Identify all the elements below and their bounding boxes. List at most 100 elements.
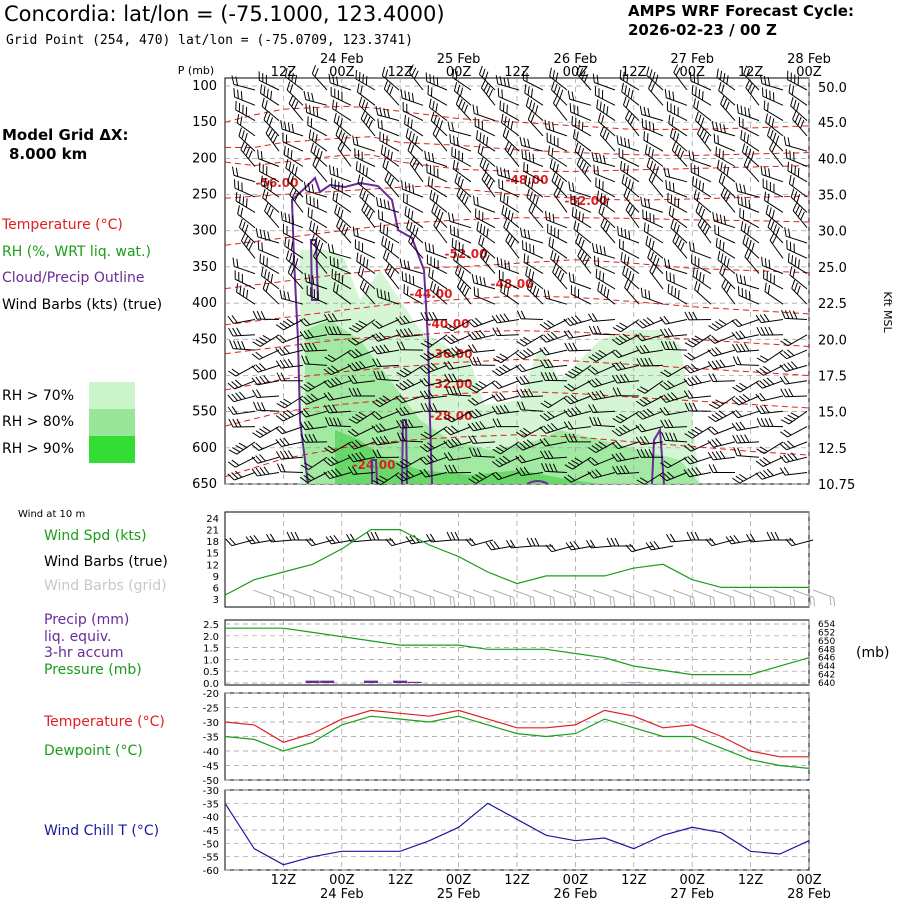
wind-barb-feather bbox=[667, 393, 674, 401]
wind-barb-feather bbox=[615, 440, 623, 448]
wind-barb-feather bbox=[552, 263, 557, 273]
wind-barb-feather bbox=[715, 347, 722, 355]
wind-barb-feather bbox=[317, 290, 319, 300]
wind-barb bbox=[468, 472, 496, 484]
wind-barb-feather bbox=[333, 257, 335, 267]
wind-barb-feather bbox=[381, 235, 384, 245]
wind-barb-feather bbox=[786, 240, 788, 250]
wind-barb bbox=[525, 266, 544, 290]
wind-barb-feather bbox=[665, 534, 672, 543]
wind-barb bbox=[300, 456, 328, 470]
wind-barb bbox=[539, 346, 568, 356]
wind-barb-feather bbox=[788, 388, 794, 397]
wind-barb-feather bbox=[444, 464, 450, 474]
wind-barb-feather bbox=[399, 394, 407, 402]
wind-barb-feather bbox=[452, 159, 456, 169]
wind-barb-feather bbox=[622, 333, 631, 340]
isotherm-label: -40.00 bbox=[427, 317, 470, 331]
wind-barb-feather bbox=[719, 214, 723, 224]
wind-barb bbox=[611, 349, 640, 359]
wind-barb-feather bbox=[791, 255, 794, 265]
wind-barb-feather bbox=[615, 453, 622, 461]
wind-barb bbox=[694, 111, 712, 137]
wind-barb bbox=[289, 186, 304, 213]
wind-barb-feather bbox=[738, 286, 740, 296]
wind-barb bbox=[476, 130, 496, 152]
wind-barb-feather bbox=[365, 285, 370, 294]
wind-barb-feather bbox=[553, 186, 559, 195]
wind-barb-feather bbox=[552, 213, 555, 223]
wind-barb-feather bbox=[407, 117, 410, 127]
precip-tick: 1.0 bbox=[203, 655, 219, 666]
wind-barb-feather bbox=[300, 343, 306, 352]
wind-barb bbox=[587, 377, 616, 388]
wind-barb-feather bbox=[329, 256, 332, 266]
wind-barb-feather bbox=[419, 445, 428, 452]
wind-barb-feather bbox=[769, 90, 771, 100]
wind-barb-feather bbox=[291, 123, 294, 133]
wind-barb-feather bbox=[275, 451, 282, 460]
wind-barb bbox=[407, 141, 424, 167]
wind-barb-feather bbox=[327, 313, 334, 322]
wind-barb bbox=[467, 329, 496, 341]
wind-barb-feather bbox=[427, 442, 435, 449]
wind-barb bbox=[335, 126, 352, 152]
wind-barb-feather bbox=[584, 257, 590, 266]
wind-barb-feather bbox=[711, 323, 720, 329]
wind-barb-feather bbox=[659, 316, 666, 325]
wind-barb-feather bbox=[384, 238, 388, 248]
wind-barb-feather bbox=[687, 468, 694, 477]
wind-barb bbox=[359, 279, 376, 305]
wind-barb-feather bbox=[472, 447, 478, 457]
wind-barb bbox=[755, 313, 784, 324]
wind-barb bbox=[372, 358, 400, 368]
wind-barb-feather bbox=[332, 282, 336, 292]
wind-barb bbox=[611, 424, 640, 437]
wind-barb-feather bbox=[355, 322, 364, 328]
wind-barb-feather bbox=[332, 190, 335, 200]
grid-wind-barb bbox=[392, 589, 416, 607]
wind-barb-feather bbox=[792, 110, 797, 120]
wind-barb-feather bbox=[310, 234, 315, 243]
wind-barb-feather bbox=[557, 229, 559, 239]
sfc-header: Wind at 10 m bbox=[18, 509, 86, 520]
legend-wind-spd: Wind Spd (kts) bbox=[44, 528, 147, 544]
wind-barb bbox=[306, 285, 328, 305]
wind-barb-feather bbox=[310, 142, 314, 152]
wind-barb bbox=[659, 471, 688, 482]
wind-barb-feather bbox=[395, 396, 403, 404]
wind-barb-feather bbox=[636, 358, 642, 367]
wind-barb-feather bbox=[674, 105, 676, 115]
wind-barb-feather bbox=[659, 383, 668, 391]
wind-barb-feather bbox=[286, 531, 292, 541]
wind-barb-feather bbox=[523, 228, 527, 238]
kft-tick-label: 17.5 bbox=[818, 369, 847, 384]
wind-barb-feather bbox=[402, 380, 411, 388]
wind-barb-feather bbox=[372, 449, 378, 458]
wind-barb-feather bbox=[411, 210, 414, 220]
wind-barb bbox=[498, 269, 520, 290]
wind-barb-feather bbox=[329, 164, 331, 174]
wind-barb-feather bbox=[341, 183, 343, 193]
wind-barb-feather bbox=[785, 148, 788, 158]
wind-barb-feather bbox=[742, 234, 746, 244]
wind-barb-feather bbox=[400, 419, 406, 429]
wind-barb bbox=[313, 247, 328, 274]
precip-bar bbox=[305, 680, 320, 683]
wind-barb bbox=[573, 220, 592, 244]
wind-barb-feather bbox=[773, 275, 775, 285]
wind-barb-feather bbox=[252, 310, 258, 320]
wind-barb-feather bbox=[723, 215, 726, 225]
wind-barb bbox=[666, 101, 688, 122]
wind-barb-feather bbox=[499, 353, 508, 359]
wind-barb-feather bbox=[760, 355, 769, 361]
time-tick-label-bottom: 00Z bbox=[563, 873, 589, 888]
wind-barb-feather bbox=[515, 455, 523, 464]
time-tick-label-top: 12Z bbox=[504, 65, 530, 80]
wind-barb-feather bbox=[377, 118, 380, 128]
wind-barb-feather bbox=[248, 242, 254, 251]
wind-barb-feather bbox=[621, 174, 625, 184]
wind-barb-feather bbox=[660, 419, 666, 428]
wind-barb bbox=[735, 273, 760, 290]
wind-barb-feather bbox=[792, 177, 795, 187]
